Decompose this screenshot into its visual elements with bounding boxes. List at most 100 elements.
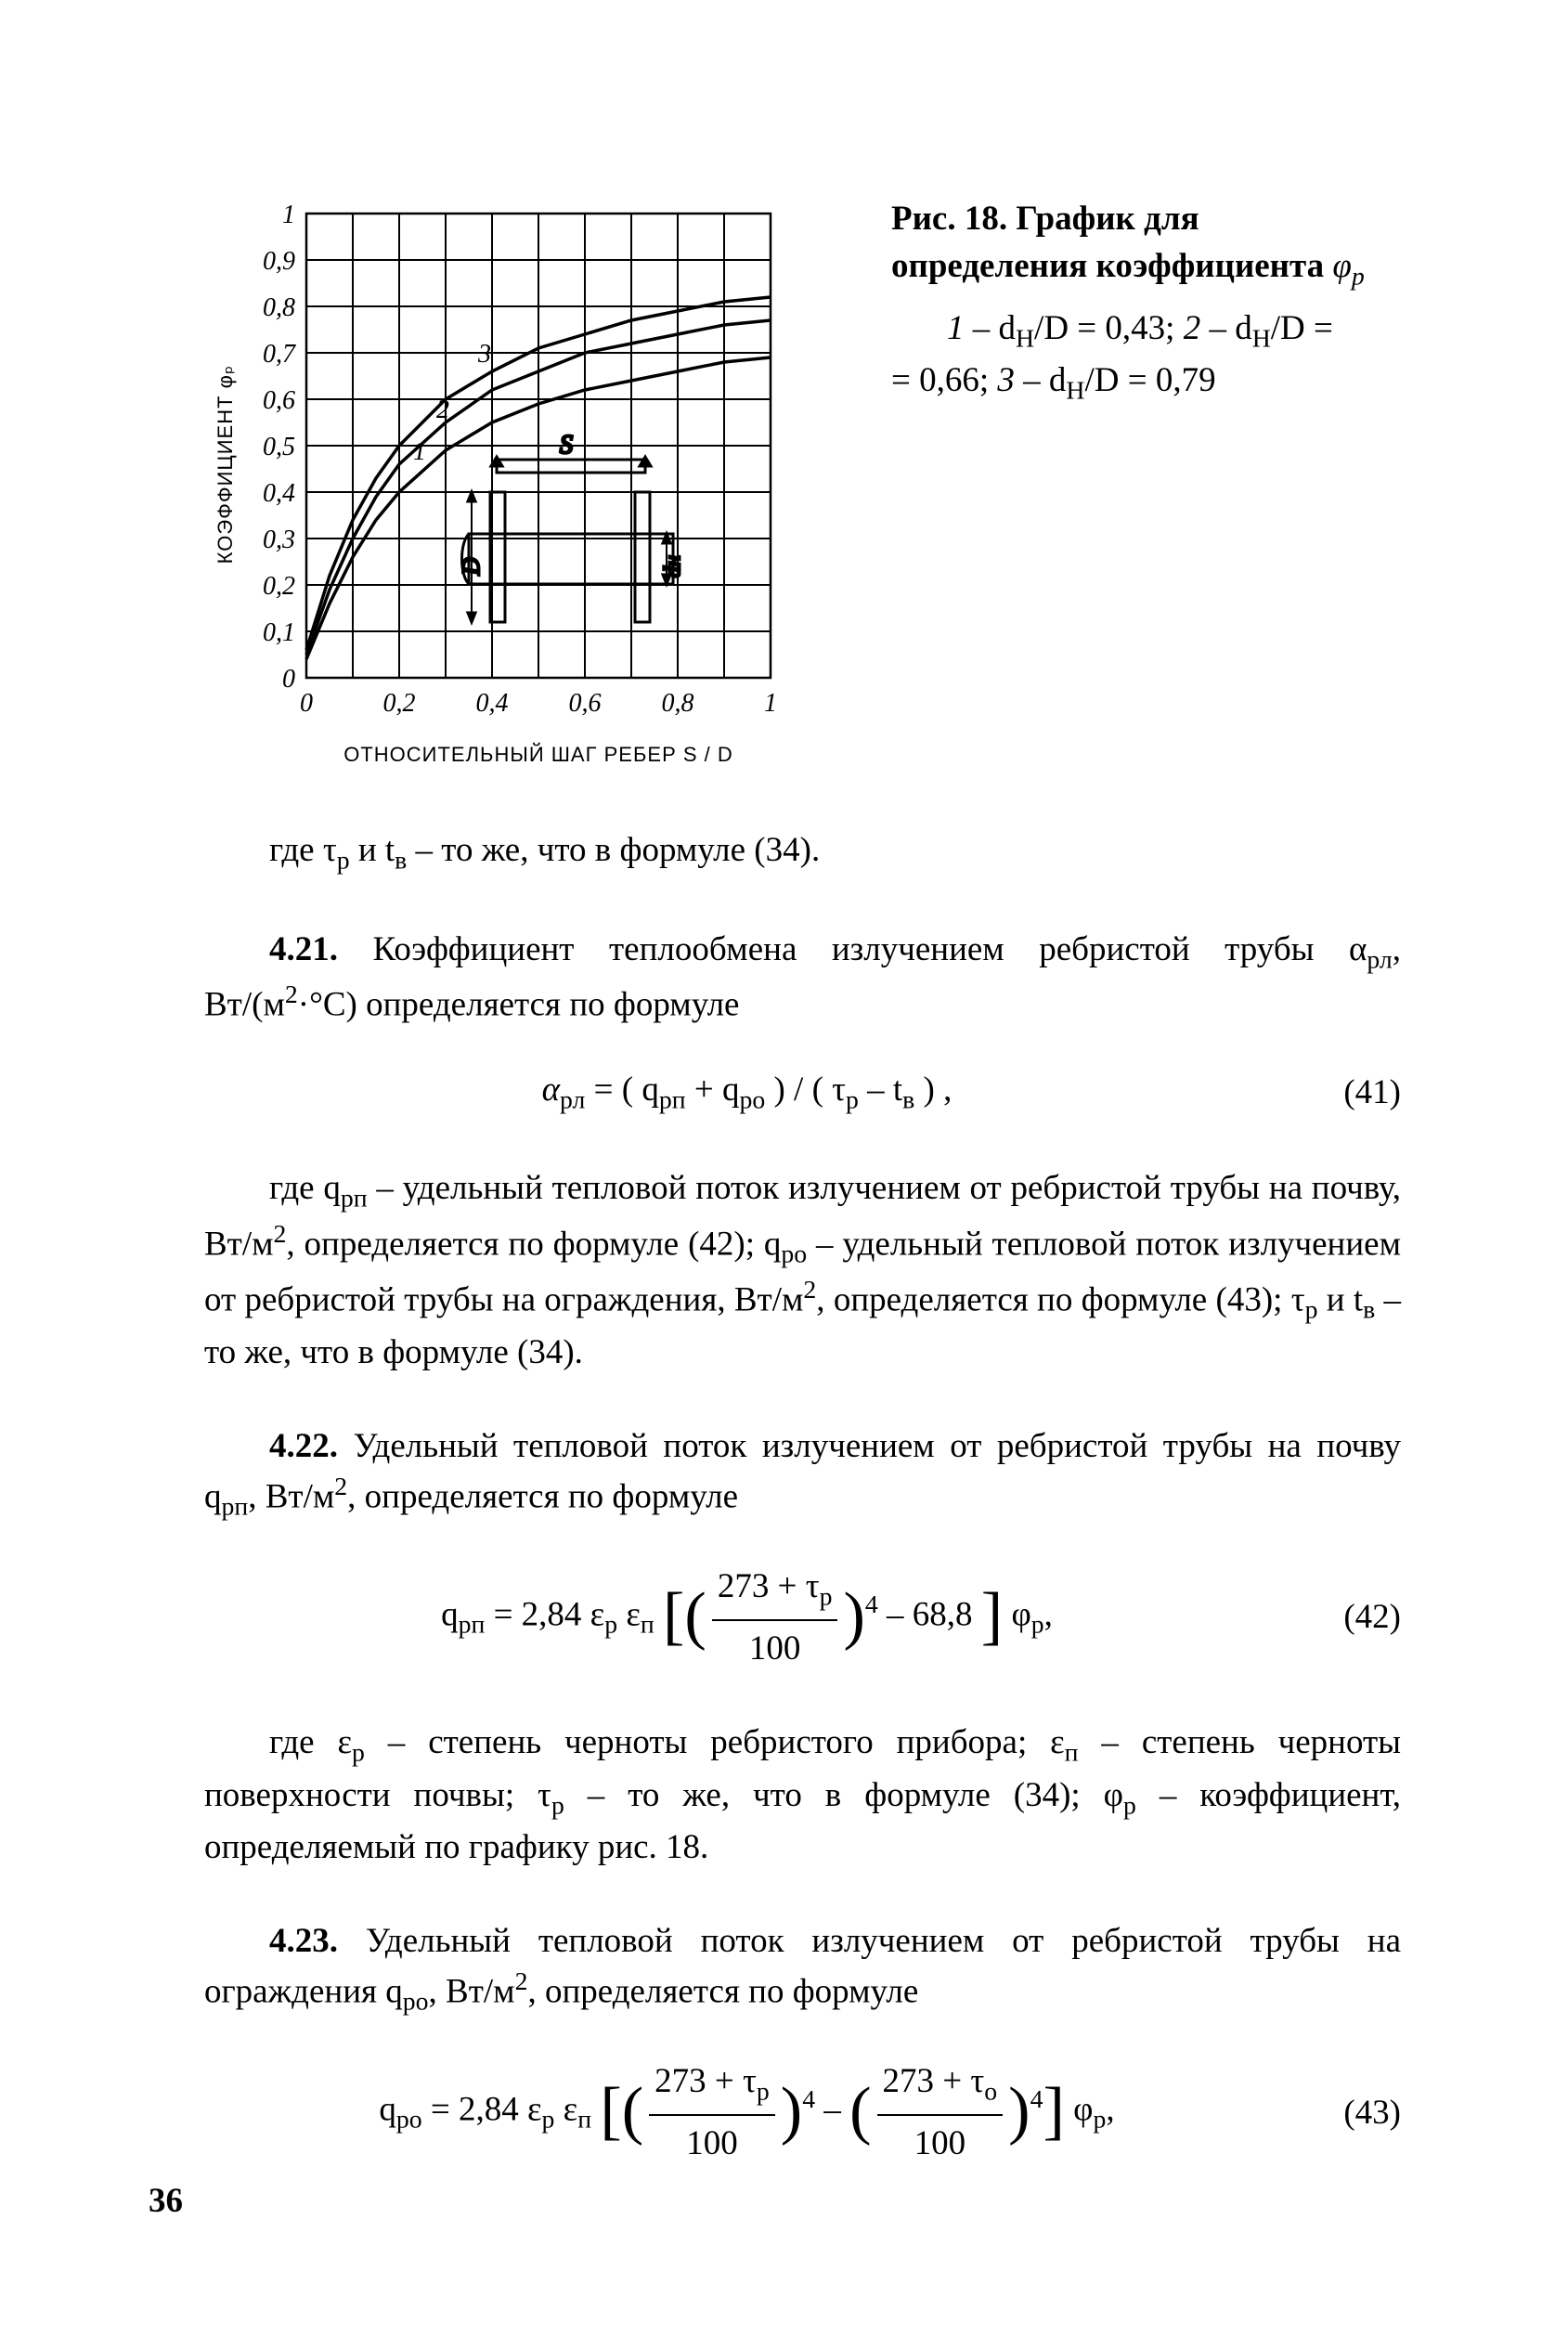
eq41-s5: в [902, 1085, 914, 1114]
legend-subH3: Н [1066, 377, 1084, 406]
figure-legend: 1 – dН/D = 0,43; 2 – dН/D = = 0,66; 3 – … [891, 305, 1401, 409]
p422-t3: , определяется по формуле [347, 1477, 738, 1515]
legend-t2: /D = 0,43; [1034, 309, 1184, 347]
eq42-phi: φ [1003, 1596, 1031, 1634]
page-number: 36 [149, 2177, 183, 2225]
eq41-m2: + q [686, 1071, 740, 1109]
svg-text:0,2: 0,2 [383, 689, 416, 718]
p42e-b: – степень черноты ребристого прибора; ε [365, 1723, 1065, 1761]
eq43-e2: 4 [1030, 2085, 1043, 2114]
p41e-s1: рп [341, 1185, 368, 1213]
eq41-s2: рп [659, 1085, 686, 1114]
svg-text:dн: dн [661, 555, 685, 578]
p42e-s4: р [1123, 1791, 1136, 1820]
svg-text:0,5: 0,5 [263, 433, 295, 461]
svg-text:2: 2 [436, 396, 449, 424]
legend-t5: = 0,66; [891, 361, 997, 399]
legend-subH1: Н [1016, 324, 1034, 353]
eq42-s2: р [604, 1611, 617, 1640]
eq42-den: 100 [712, 1621, 838, 1672]
eq42-a: = 2,84 ε [485, 1596, 604, 1634]
pre-b: и t [350, 831, 395, 869]
legend-subH2: Н [1252, 324, 1271, 353]
legend-t7: /D = 0,79 [1084, 361, 1215, 399]
eq42-ps: р [1031, 1611, 1044, 1640]
caption-lead: Рис. 18. График для определения коэффици… [891, 200, 1332, 285]
eq43-comma: , [1106, 2091, 1114, 2129]
eq41-m1: = ( q [585, 1071, 658, 1109]
eq42-b: ε [617, 1596, 641, 1634]
svg-text:3: 3 [477, 340, 491, 369]
p-42expl: где εр – степень черноты ребристого приб… [204, 1719, 1401, 1871]
p42e-s2: п [1065, 1738, 1079, 1767]
svg-text:0,8: 0,8 [662, 689, 694, 718]
p421-sub: рл [1367, 945, 1392, 974]
legend-3: 3 [997, 361, 1015, 399]
eq43-phi: φ [1065, 2091, 1094, 2129]
equation-43: qро = 2,84 εр εп [(273 + τр100)4 – (273 … [204, 2057, 1401, 2167]
svg-text:КОЭФФИЦИЕНТ φₚ: КОЭФФИЦИЕНТ φₚ [214, 365, 237, 565]
p42e-s1: р [352, 1738, 365, 1767]
eq43-ps: р [1093, 2106, 1106, 2135]
p42e-s3: р [551, 1791, 564, 1820]
svg-text:0,7: 0,7 [263, 340, 296, 369]
eq43-n1s: р [757, 2078, 770, 2107]
p-pre: где τр и tв – то же, что в формуле (34). [204, 826, 1401, 879]
svg-text:ОТНОСИТЕЛЬНЫЙ ШАГ РЕБЕР S / D: ОТНОСИТЕЛЬНЫЙ ШАГ РЕБЕР S / D [343, 743, 733, 766]
eq42-s3: п [641, 1611, 654, 1640]
svg-text:S: S [560, 431, 573, 460]
eq43-s3: п [577, 2106, 591, 2135]
eq43-lhs: q [379, 2091, 396, 2129]
p41e-s2: ро [781, 1240, 807, 1269]
svg-text:0,3: 0,3 [263, 526, 295, 554]
eq42-tail: – 68,8 [878, 1596, 981, 1634]
eq42-comma: , [1044, 1596, 1053, 1634]
eq43-n2s: о [984, 2078, 997, 2107]
svg-text:1: 1 [764, 689, 777, 718]
pre-sub2: в [395, 846, 407, 875]
legend-t1: – d [965, 309, 1017, 347]
eq43-e1: 4 [802, 2085, 815, 2114]
p422-num: 4.22. [269, 1427, 338, 1465]
eq42-num-label: (42) [1289, 1593, 1401, 1641]
legend-t4: /D = [1271, 309, 1333, 347]
eq43-d1: 100 [649, 2116, 775, 2167]
p421-num: 4.21. [269, 930, 338, 968]
p423-num: 4.23. [269, 1922, 338, 1960]
eq43-a: = 2,84 ε [422, 2091, 542, 2129]
eq42-s1: рп [459, 1611, 486, 1640]
eq43-n2: 273 + τ [883, 2062, 985, 2100]
eq42-num: 273 + τ [718, 1567, 820, 1605]
p41e-s4: в [1363, 1296, 1375, 1325]
eq41-s4: р [846, 1085, 859, 1114]
p-421: 4.21. Коэффициент теплообмена излучением… [204, 926, 1401, 1029]
p421-t1: Коэффициент теплообмена излучением ребри… [338, 930, 1367, 968]
eq43-s1: ро [396, 2106, 422, 2135]
svg-text:0,8: 0,8 [263, 293, 295, 322]
p42e-a: где ε [269, 1723, 352, 1761]
p41e-e: , определяется по формуле (43); τ [816, 1280, 1304, 1318]
p422-t2: , Вт/м [248, 1477, 334, 1515]
eq43-num-label: (43) [1289, 2089, 1401, 2136]
svg-text:0,2: 0,2 [263, 572, 295, 601]
legend-t6: – d [1015, 361, 1067, 399]
eq41-s3: ро [739, 1085, 765, 1114]
p423-t3: , определяется по формуле [527, 1973, 918, 2011]
svg-text:1: 1 [282, 201, 295, 229]
pre-c: – то же, что в формуле (34). [407, 831, 820, 869]
eq43-n1: 273 + τ [654, 2062, 757, 2100]
p422-s1: рп [222, 1493, 249, 1522]
eq43-b: ε [554, 2091, 577, 2129]
legend-1: 1 [947, 309, 965, 347]
svg-text:0: 0 [300, 689, 313, 718]
pre-a: где τ [269, 831, 337, 869]
eq43-minus: – [815, 2091, 849, 2129]
p41e-a: где q [269, 1169, 341, 1207]
p-423: 4.23. Удельный тепловой поток излучением… [204, 1917, 1401, 2020]
legend-t3: – d [1200, 309, 1252, 347]
svg-text:0,1: 0,1 [263, 618, 295, 647]
p41e-c: , определяется по формуле (42); q [286, 1225, 781, 1263]
p423-t2: , Вт/м [429, 1973, 515, 2011]
svg-text:0: 0 [282, 665, 295, 694]
p423-s1: ро [403, 1988, 429, 2017]
